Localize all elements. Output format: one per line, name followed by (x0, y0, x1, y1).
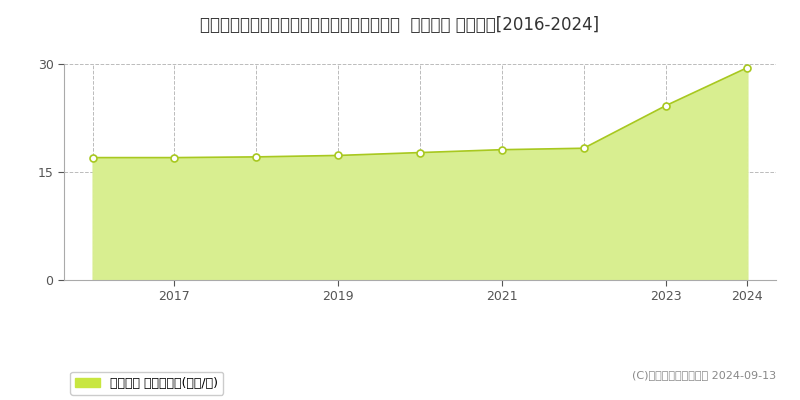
Legend: 地価公示 平均坪単価(万円/坪): 地価公示 平均坪単価(万円/坪) (70, 372, 223, 395)
Text: 北海道札幌市白石区菊水元町７条２丁目３番  地価公示 地価推移[2016-2024]: 北海道札幌市白石区菊水元町７条２丁目３番 地価公示 地価推移[2016-2024… (201, 16, 599, 34)
Text: (C)土地価格ドットコム 2024-09-13: (C)土地価格ドットコム 2024-09-13 (632, 370, 776, 380)
